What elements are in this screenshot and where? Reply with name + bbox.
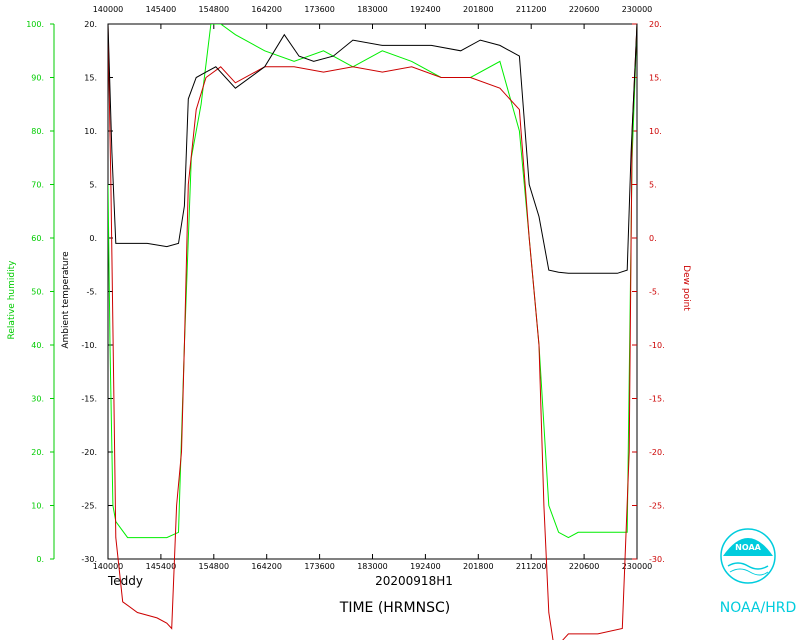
y-tick-label: -25.	[649, 502, 665, 511]
y-tick-label: -30.	[649, 555, 665, 564]
y-tick-label: 5.	[649, 181, 657, 190]
y-tick-label: 10.	[649, 127, 662, 136]
x-tick-label-top: 164200	[251, 5, 282, 14]
x-tick-label-top: 211200	[516, 5, 547, 14]
series-group	[108, 24, 637, 640]
y-tick-label: 90.	[31, 74, 44, 83]
y-tick-label: -15.	[81, 395, 97, 404]
x-tick-label-bottom: 183000	[357, 562, 388, 571]
x-tick-label-bottom: 173600	[304, 562, 335, 571]
y-tick-label: -5.	[86, 288, 97, 297]
y-tick-label: -30.	[81, 555, 97, 564]
x-tick-label-bottom: 145400	[146, 562, 177, 571]
dewpoint-axis-ticks: -30. -25. -20. -15. -10. -5. 0. 5. 10. 15. 20.	[632, 20, 665, 564]
temp-axis-ticks: -30. -25. -20. -15. -10. -5. 0. 5. 10. 15. 20.	[81, 20, 113, 564]
y-tick-label: 0.	[36, 555, 44, 564]
x-tick-label-top: 183000	[357, 5, 388, 14]
rh-axis-ticks: 0. 10. 20. 30. 40. 50. 60. 70. 80. 90. 100.	[26, 20, 55, 564]
noaa-logo-text: NOAA	[735, 543, 761, 552]
y-tick-label: 50.	[31, 288, 44, 297]
x-tick-label-top: 140000	[93, 5, 124, 14]
flight-id: 20200918H1	[375, 574, 453, 588]
x-ticks-bottom: 140000 145400 154800 164200 173600 183000 1924…	[93, 554, 653, 571]
x-tick-label-top: 173600	[304, 5, 335, 14]
x-tick-label-top: 145400	[146, 5, 177, 14]
y-tick-label: 0.	[649, 234, 657, 243]
series-line-ambient-temperature	[108, 24, 637, 274]
dewpoint-axis-title: Dew point	[681, 265, 691, 311]
temp-axis-title: Ambient temperature	[61, 251, 71, 349]
y-tick-label: -10.	[81, 341, 97, 350]
x-axis-title: TIME (HRMNSC)	[339, 600, 450, 616]
x-tick-label-bottom: 164200	[251, 562, 282, 571]
y-tick-label: 20.	[84, 20, 97, 29]
y-tick-label: 30.	[31, 395, 44, 404]
noaa-hrd-caption: NOAA/HRD	[720, 600, 797, 616]
y-tick-label: 80.	[31, 127, 44, 136]
x-tick-label-bottom: 140000	[93, 562, 124, 571]
y-tick-label: 0.	[89, 234, 97, 243]
noaa-logo-icon: NOAA	[720, 528, 776, 584]
y-tick-label: -20.	[649, 448, 665, 457]
y-tick-label: 40.	[31, 341, 44, 350]
y-tick-label: -10.	[649, 341, 665, 350]
plot-frame	[107, 23, 638, 560]
x-tick-label-top: 201800	[463, 5, 494, 14]
y-tick-label: 100.	[26, 20, 44, 29]
rh-axis-title: Relative humidity	[7, 260, 17, 340]
y-tick-label: 60.	[31, 234, 44, 243]
y-tick-label: 20.	[31, 448, 44, 457]
x-tick-label-bottom: 220600	[569, 562, 600, 571]
x-tick-label-bottom: 211200	[516, 562, 547, 571]
x-tick-label-top: 220600	[569, 5, 600, 14]
x-ticks-top: 140000 145400 154800 164200 173600 183000 1924…	[93, 5, 653, 29]
y-tick-label: 10.	[84, 127, 97, 136]
x-tick-label-bottom: 230000	[622, 562, 653, 571]
y-tick-label: -15.	[649, 395, 665, 404]
x-tick-label-top: 192400	[410, 5, 441, 14]
y-tick-label: 15.	[649, 74, 662, 83]
y-tick-label: 5.	[89, 181, 97, 190]
x-tick-label-bottom: 201800	[463, 562, 494, 571]
y-tick-label: -20.	[81, 448, 97, 457]
x-tick-label-bottom: 154800	[199, 562, 230, 571]
storm-name: Teddy	[107, 574, 143, 588]
x-tick-label-top: 230000	[622, 5, 653, 14]
y-tick-label: -25.	[81, 502, 97, 511]
y-tick-label: 70.	[31, 181, 44, 190]
y-tick-label: 15.	[84, 74, 97, 83]
x-tick-label-top: 154800	[199, 5, 230, 14]
series-line-relative-humidity	[108, 24, 637, 539]
y-tick-label: 10.	[31, 502, 44, 511]
series-line-dew-point	[108, 24, 637, 640]
y-tick-label: 20.	[649, 20, 662, 29]
y-tick-label: -5.	[649, 288, 660, 297]
x-tick-label-bottom: 192400	[410, 562, 441, 571]
